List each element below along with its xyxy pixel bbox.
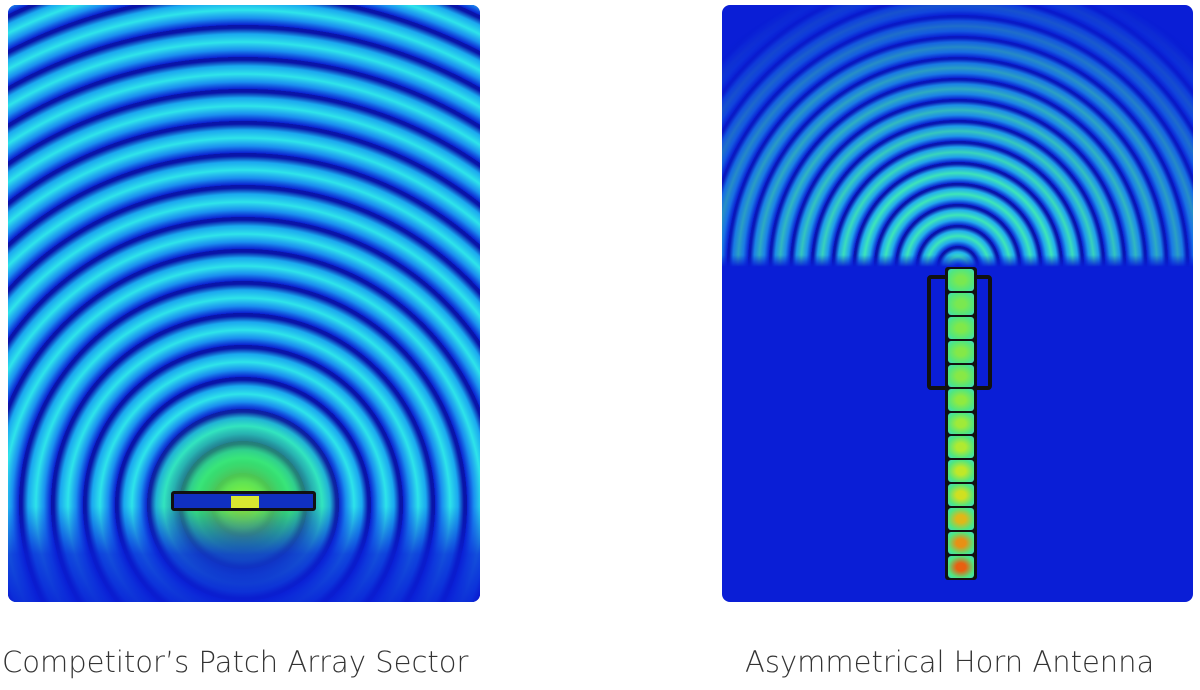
horn-antenna-field-image	[722, 5, 1193, 602]
waveguide-segment	[948, 340, 974, 363]
caption-patch-array: Competitor’s Patch Array Sector	[2, 645, 469, 679]
waveguide-segment	[948, 460, 974, 483]
waveguide-segment	[948, 484, 974, 507]
patch-array-outline	[171, 491, 316, 511]
patch-array-field-image	[8, 5, 480, 602]
waveguide-segment	[948, 508, 974, 531]
horn-waveguide	[945, 267, 977, 580]
waveguide-segment	[948, 316, 974, 339]
waveguide-segment	[948, 292, 974, 315]
waveguide-segment	[948, 269, 974, 291]
waveguide-segment	[948, 436, 974, 459]
waveguide-segment	[948, 556, 974, 578]
waveguide-segment	[948, 388, 974, 411]
waveguide-segment	[948, 412, 974, 435]
waveguide-segment	[948, 364, 974, 387]
caption-horn-antenna: Asymmetrical Horn Antenna	[745, 645, 1155, 679]
feed-hotspot	[231, 496, 259, 508]
back-field-shade	[8, 5, 480, 602]
waveguide-segment	[948, 532, 974, 555]
